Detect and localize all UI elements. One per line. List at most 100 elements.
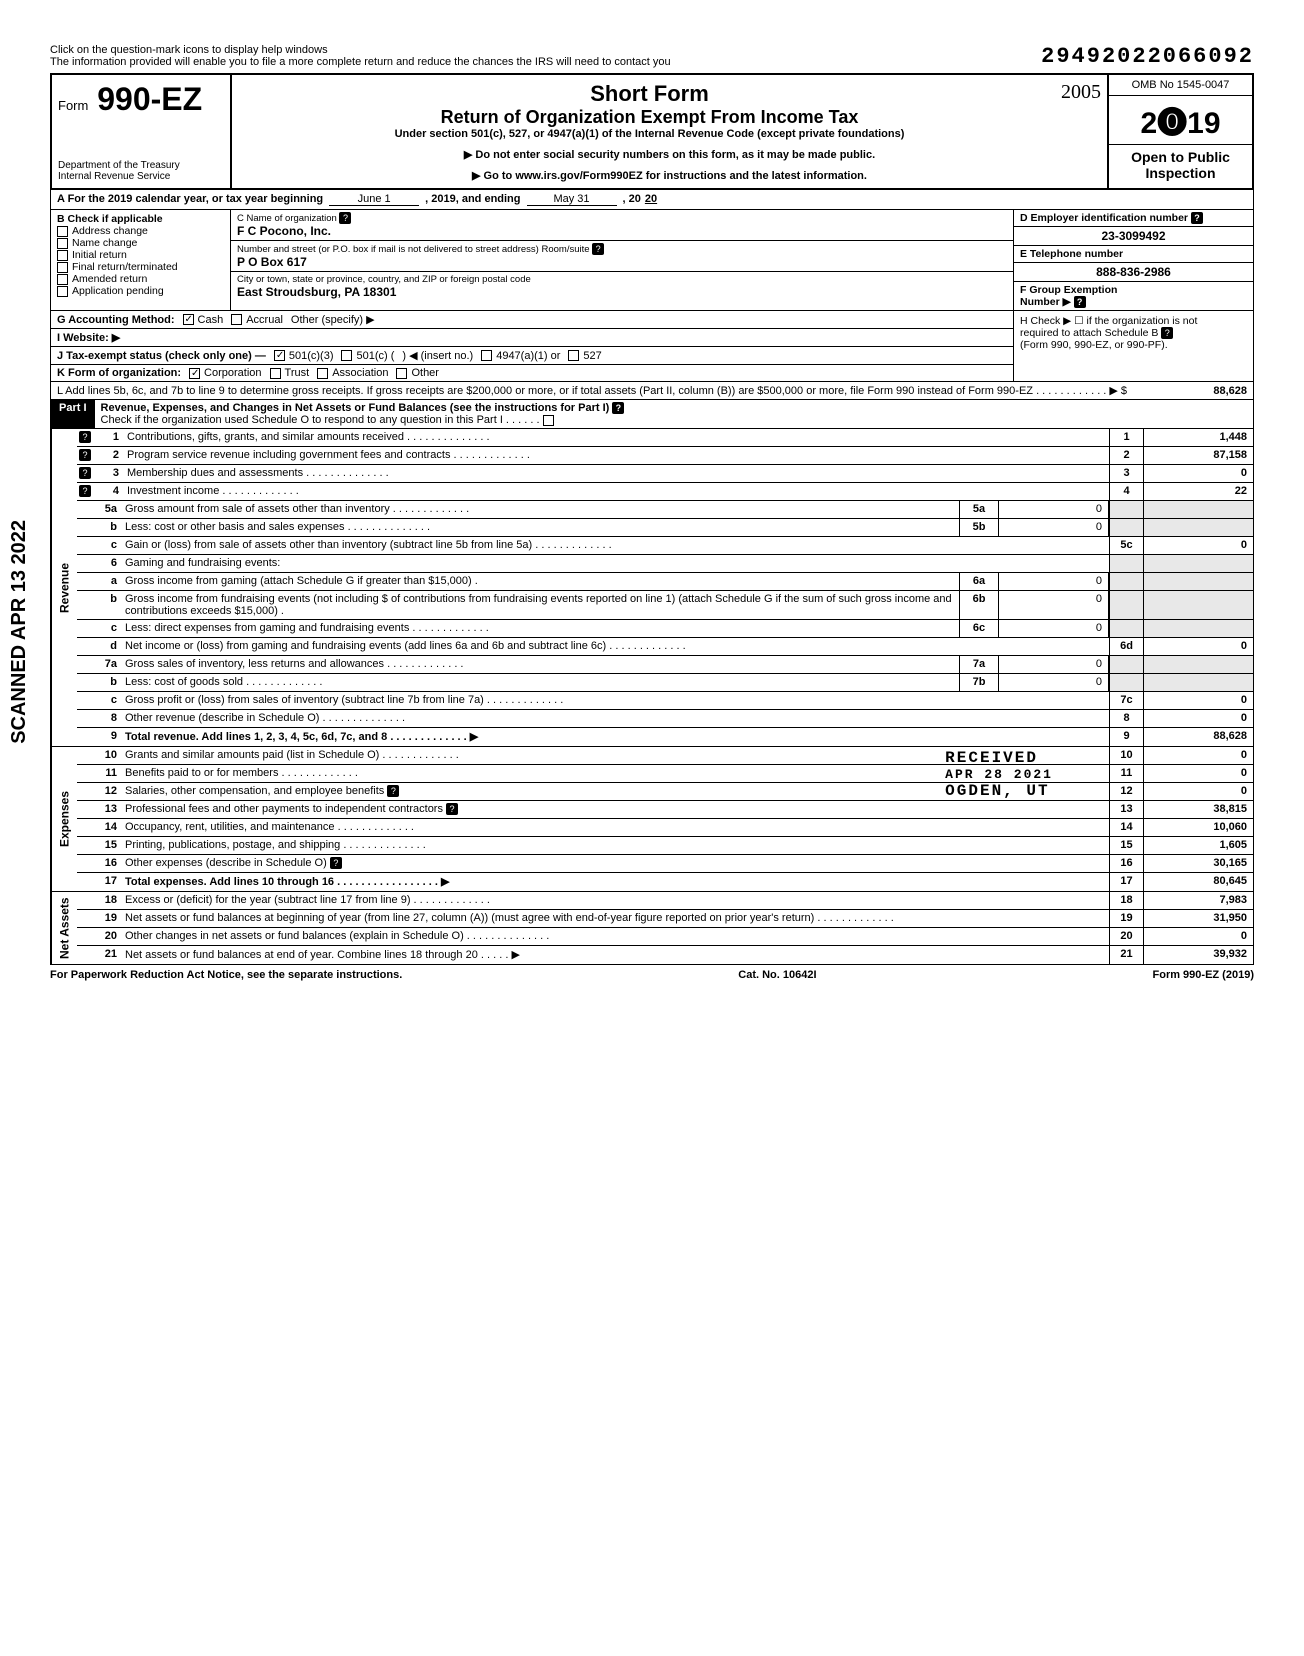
row-h: H Check ▶ ☐ if the organization is not r… — [1014, 311, 1254, 382]
line-num: c — [91, 537, 121, 554]
line-num: b — [91, 591, 121, 619]
footer-right: Form 990-EZ (2019) — [1153, 969, 1254, 981]
cb-527[interactable]: 527 — [568, 350, 601, 362]
expenses-section: RECEIVED APR 28 2021 OGDEN, UT Expenses … — [50, 747, 1254, 892]
line-val-shade — [1143, 656, 1253, 673]
line-num: 9 — [91, 728, 121, 746]
line-num: d — [91, 638, 121, 655]
cb-schedule-o[interactable] — [543, 415, 554, 426]
col-b-header: B Check if applicable — [57, 213, 224, 225]
top-help: Click on the question-mark icons to disp… — [50, 44, 671, 69]
line-value: 39,932 — [1143, 946, 1253, 964]
line-value: 0 — [1143, 692, 1253, 709]
line-value: 31,950 — [1143, 910, 1253, 927]
line-text: Gross income from fundraising events (no… — [121, 591, 959, 619]
row-j: J Tax-exempt status (check only one) — 5… — [50, 347, 1014, 365]
help-icon[interactable]: ? — [1191, 212, 1203, 224]
line-box-shade — [1109, 573, 1143, 590]
help-icon[interactable]: ? — [612, 402, 624, 414]
line-subvalue: 0 — [999, 656, 1109, 673]
line-8: 8 Other revenue (describe in Schedule O)… — [77, 710, 1253, 728]
section-bcd: B Check if applicable Address change Nam… — [50, 210, 1254, 311]
help-icon[interactable]: ? — [79, 449, 91, 461]
help-icon[interactable]: ? — [79, 431, 91, 443]
h-line1: H Check ▶ ☐ if the organization is not — [1020, 315, 1247, 327]
line-box-shade — [1109, 656, 1143, 673]
cb-address-change[interactable]: Address change — [57, 225, 224, 237]
cb-corporation[interactable]: Corporation — [189, 367, 261, 379]
cb-other[interactable]: Other — [396, 367, 439, 379]
line-value: 0 — [1143, 747, 1253, 764]
line-num: 11 — [91, 765, 121, 782]
cb-initial-return[interactable]: Initial return — [57, 249, 224, 261]
cb-4947[interactable]: 4947(a)(1) or — [481, 350, 560, 362]
help-icon[interactable]: ? — [79, 485, 91, 497]
line-subvalue: 0 — [999, 501, 1109, 518]
cb-501c[interactable]: 501(c) ( — [341, 350, 394, 362]
line-box: 16 — [1109, 855, 1143, 872]
received-line2: APR 28 2021 — [945, 767, 1053, 782]
line-num: 20 — [91, 928, 121, 945]
cb-final-return[interactable]: Final return/terminated — [57, 261, 224, 273]
cb-accrual[interactable]: Accrual — [231, 314, 283, 326]
open-line1: Open to Public — [1131, 149, 1230, 165]
help-icon[interactable]: ? — [387, 785, 399, 797]
cb-amended-return[interactable]: Amended return — [57, 273, 224, 285]
help-icon[interactable]: ? — [79, 467, 91, 479]
help-icon[interactable]: ? — [1074, 296, 1086, 308]
cb-cash[interactable]: Cash — [183, 314, 224, 326]
line-text: Gross amount from sale of assets other t… — [121, 501, 959, 518]
help-icon[interactable]: ? — [339, 212, 351, 224]
line-6c: c Less: direct expenses from gaming and … — [77, 620, 1253, 638]
line-box: 7c — [1109, 692, 1143, 709]
page-footer: For Paperwork Reduction Act Notice, see … — [50, 965, 1254, 985]
line-val-shade — [1143, 501, 1253, 518]
line-box: 19 — [1109, 910, 1143, 927]
line-value: 10,060 — [1143, 819, 1253, 836]
cb-application-pending[interactable]: Application pending — [57, 285, 224, 297]
cb-name-change[interactable]: Name change — [57, 237, 224, 249]
line-value: 30,165 — [1143, 855, 1253, 872]
help-icon[interactable]: ? — [1161, 327, 1173, 339]
line-val-shade — [1143, 620, 1253, 637]
revenue-section: Revenue ? 1 Contributions, gifts, grants… — [50, 429, 1254, 747]
open-to-public: Open to Public Inspection — [1109, 144, 1252, 185]
line-text: Other revenue (describe in Schedule O) . — [121, 710, 1109, 727]
line-num: 2 — [93, 447, 123, 464]
top-bar: Click on the question-mark icons to disp… — [50, 40, 1254, 75]
line-box: 10 — [1109, 747, 1143, 764]
help-icon[interactable]: ? — [330, 857, 342, 869]
line-num: c — [91, 620, 121, 637]
instruction-1: ▶ Do not enter social security numbers o… — [238, 148, 1101, 161]
line-subvalue: 0 — [999, 620, 1109, 637]
help-icon[interactable]: ? — [592, 243, 604, 255]
cb-trust[interactable]: Trust — [270, 367, 310, 379]
handwritten-year: 2005 — [1061, 81, 1101, 104]
section-a-mid: , 2019, and ending — [425, 193, 520, 206]
line-num: 4 — [93, 483, 123, 500]
line-text: Gain or (loss) from sale of assets other… — [121, 537, 1109, 554]
line-text: Professional fees and other payments to … — [121, 801, 1109, 818]
line-text: Other changes in net assets or fund bala… — [121, 928, 1109, 945]
line-9: 9 Total revenue. Add lines 1, 2, 3, 4, 5… — [77, 728, 1253, 746]
cb-association[interactable]: Association — [317, 367, 388, 379]
line-sub: 7a — [959, 656, 999, 673]
line-5c: c Gain or (loss) from sale of assets oth… — [77, 537, 1253, 555]
cb-501c3[interactable]: 501(c)(3) — [274, 350, 334, 362]
line-7c: c Gross profit or (loss) from sales of i… — [77, 692, 1253, 710]
line-num: 7a — [91, 656, 121, 673]
line-box: 6d — [1109, 638, 1143, 655]
line-text: Excess or (deficit) for the year (subtra… — [121, 892, 1109, 909]
line-sub: 6b — [959, 591, 999, 619]
line-value: 87,158 — [1143, 447, 1253, 464]
col-c: C Name of organization ? F C Pocono, Inc… — [231, 210, 1013, 310]
form-left: Form 990-EZ Department of the Treasury I… — [52, 75, 232, 188]
line-text: Less: direct expenses from gaming and fu… — [121, 620, 959, 637]
line-box: 3 — [1109, 465, 1143, 482]
line-box-shade — [1109, 555, 1143, 572]
line-box: 18 — [1109, 892, 1143, 909]
help-icon[interactable]: ? — [446, 803, 458, 815]
line-num: 18 — [91, 892, 121, 909]
line-val-shade — [1143, 591, 1253, 619]
line-box: 13 — [1109, 801, 1143, 818]
